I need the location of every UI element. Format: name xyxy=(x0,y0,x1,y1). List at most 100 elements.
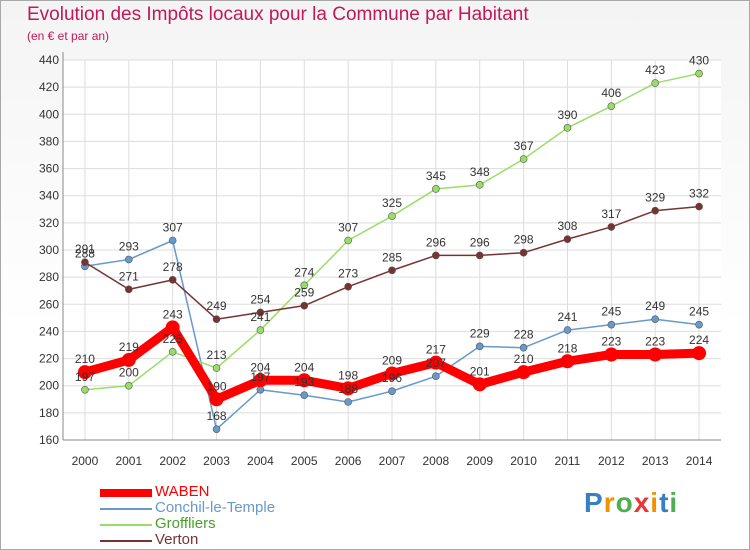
data-label: 249 xyxy=(645,299,665,313)
data-label: 329 xyxy=(645,191,665,205)
data-point xyxy=(388,266,396,275)
data-label: 210 xyxy=(514,352,534,366)
data-label: 193 xyxy=(294,375,314,389)
legend-label: Conchil-le-Temple xyxy=(155,499,276,516)
data-point xyxy=(607,223,616,231)
data-point xyxy=(692,346,707,361)
data-label: 213 xyxy=(207,348,227,362)
logo-letter: o xyxy=(615,487,634,518)
y-tick-label: 380 xyxy=(39,134,59,148)
data-label: 190 xyxy=(207,379,227,393)
data-point xyxy=(81,385,89,394)
data-point xyxy=(209,392,224,407)
data-point xyxy=(77,365,92,380)
legend-swatch xyxy=(100,540,152,542)
data-label: 217 xyxy=(426,343,446,357)
data-label: 204 xyxy=(294,360,314,374)
data-label: 278 xyxy=(163,260,183,274)
data-point xyxy=(125,285,133,294)
data-label: 430 xyxy=(689,54,709,68)
y-tick-label: 340 xyxy=(39,189,59,203)
x-tick-label: 2003 xyxy=(203,454,230,468)
data-label: 200 xyxy=(119,366,139,380)
data-point xyxy=(300,301,309,310)
data-label: 197 xyxy=(75,370,95,384)
data-label: 273 xyxy=(338,267,358,281)
data-point xyxy=(519,155,528,163)
data-label: 207 xyxy=(426,356,446,370)
data-point xyxy=(651,206,660,215)
x-tick-label: 2011 xyxy=(555,454,581,468)
data-label: 271 xyxy=(119,269,139,283)
data-point xyxy=(651,79,660,87)
x-tick-label: 2008 xyxy=(423,454,450,468)
data-label: 198 xyxy=(338,368,358,382)
data-point xyxy=(563,124,572,132)
data-label: 243 xyxy=(163,307,183,321)
data-label: 423 xyxy=(645,63,665,77)
data-label: 168 xyxy=(207,409,227,423)
data-point xyxy=(344,398,352,406)
data-point xyxy=(563,326,572,334)
data-point xyxy=(428,355,443,370)
data-point xyxy=(607,320,616,329)
x-tick-label: 2010 xyxy=(510,454,537,468)
logo-letter: t xyxy=(659,487,670,518)
data-point xyxy=(695,69,703,78)
data-point xyxy=(560,354,575,369)
data-label: 332 xyxy=(689,187,709,201)
data-label: 219 xyxy=(119,340,139,354)
data-point xyxy=(212,425,221,433)
chart-title: Evolution des Impôts locaux pour la Comm… xyxy=(27,4,529,25)
data-point xyxy=(168,236,177,245)
chart-subtitle: (en € et par an) xyxy=(27,29,110,43)
data-point xyxy=(519,343,528,352)
data-label: 218 xyxy=(557,341,577,355)
x-tick-label: 2014 xyxy=(686,454,713,468)
data-point xyxy=(519,248,528,257)
data-point xyxy=(168,276,177,284)
data-point xyxy=(432,185,440,193)
data-label: 367 xyxy=(514,139,534,153)
data-point xyxy=(651,315,660,324)
x-tick-label: 2009 xyxy=(466,454,493,468)
data-label: 224 xyxy=(689,333,709,347)
data-label: 223 xyxy=(645,335,665,349)
x-tick-label: 2007 xyxy=(379,454,406,468)
data-label: 285 xyxy=(382,250,402,264)
data-label: 406 xyxy=(601,86,621,100)
data-point xyxy=(388,212,396,220)
data-label: 293 xyxy=(119,240,139,254)
data-label: 225 xyxy=(163,332,183,346)
data-label: 317 xyxy=(601,207,621,221)
y-tick-label: 200 xyxy=(39,379,59,393)
data-label: 229 xyxy=(470,326,490,340)
data-point xyxy=(212,315,221,324)
data-label: 298 xyxy=(514,233,534,247)
data-point xyxy=(125,255,133,264)
x-tick-label: 2001 xyxy=(115,454,142,468)
data-label: 296 xyxy=(426,235,446,249)
data-label: 197 xyxy=(250,370,270,384)
legend-swatch xyxy=(100,508,152,510)
data-label: 307 xyxy=(338,221,358,235)
data-point xyxy=(648,347,663,362)
data-point xyxy=(297,373,312,388)
data-point xyxy=(385,366,399,381)
data-point xyxy=(475,251,484,260)
data-point xyxy=(344,236,352,245)
x-tick-label: 2004 xyxy=(247,454,274,468)
data-label: 241 xyxy=(557,310,577,324)
data-label: 274 xyxy=(294,265,314,279)
x-tick-label: 2006 xyxy=(335,454,362,468)
y-tick-label: 400 xyxy=(39,107,59,121)
data-label: 308 xyxy=(557,219,577,233)
x-tick-label: 2012 xyxy=(598,454,625,468)
legend-swatch xyxy=(100,489,152,497)
data-point xyxy=(516,365,531,380)
legend-label: Groffliers xyxy=(155,515,216,532)
data-point xyxy=(695,202,703,211)
data-label: 259 xyxy=(294,286,314,300)
data-point xyxy=(475,342,484,351)
data-point xyxy=(165,320,180,335)
